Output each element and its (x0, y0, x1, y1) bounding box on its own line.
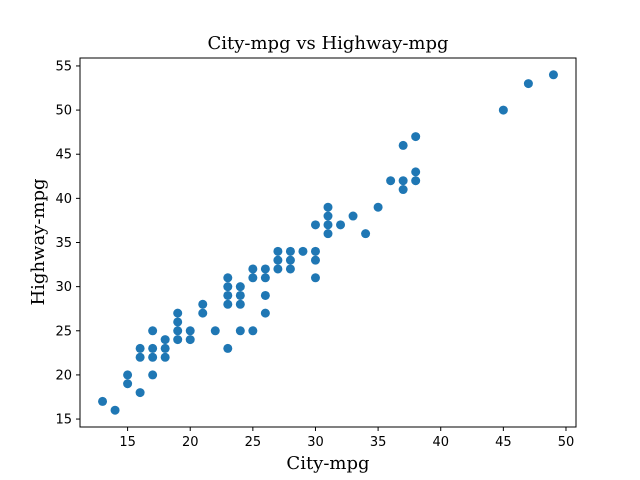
data-point-61 (398, 140, 408, 150)
y-tick-label: 20 (55, 368, 72, 383)
data-point-49 (310, 220, 320, 230)
y-axis: 15 20 25 30 35 40 45 50 55 (55, 59, 80, 428)
data-point-39 (273, 264, 283, 274)
data-point-1 (110, 405, 120, 415)
data-point-15 (173, 326, 183, 336)
data-point-31 (235, 282, 245, 292)
data-point-8 (148, 352, 158, 362)
y-tick-label: 35 (55, 236, 72, 251)
data-point-22 (210, 326, 220, 336)
x-tick-label: 35 (370, 435, 387, 450)
x-tick-label: 25 (245, 435, 262, 450)
data-point-48 (310, 246, 320, 256)
data-point-36 (260, 290, 270, 300)
data-point-58 (386, 176, 396, 186)
data-point-33 (248, 273, 258, 283)
chart-title: City-mpg vs Highway-mpg (207, 33, 448, 54)
data-point-14 (173, 335, 183, 345)
data-point-51 (323, 220, 333, 230)
data-point-19 (185, 326, 195, 336)
points-layer (98, 70, 558, 415)
y-axis-label: Highway-mpg (28, 178, 49, 305)
data-point-63 (411, 167, 421, 177)
data-point-37 (260, 273, 270, 283)
data-point-67 (548, 70, 558, 80)
data-point-32 (248, 326, 258, 336)
data-point-35 (260, 308, 270, 318)
data-point-20 (198, 308, 208, 318)
x-tick-label: 45 (495, 435, 512, 450)
y-tick-label: 25 (55, 324, 72, 339)
x-tick-label: 30 (307, 435, 324, 450)
data-point-25 (223, 290, 233, 300)
data-point-42 (285, 264, 295, 274)
data-point-26 (223, 282, 233, 292)
data-point-27 (223, 273, 233, 283)
data-point-62 (411, 176, 421, 186)
data-point-59 (398, 185, 408, 195)
data-point-17 (173, 308, 183, 318)
data-point-46 (310, 273, 320, 283)
y-tick-label: 50 (55, 104, 72, 119)
data-point-65 (498, 105, 508, 115)
data-point-5 (135, 352, 145, 362)
x-tick-label: 50 (558, 435, 575, 450)
data-point-30 (235, 290, 245, 300)
data-point-12 (160, 343, 170, 353)
y-tick-label: 45 (55, 148, 72, 163)
data-point-11 (160, 352, 170, 362)
data-point-18 (185, 335, 195, 345)
data-point-50 (323, 229, 333, 239)
data-point-53 (323, 202, 333, 212)
data-point-29 (235, 299, 245, 309)
x-tick-label: 40 (432, 435, 449, 450)
data-point-66 (523, 79, 533, 89)
data-point-44 (285, 246, 295, 256)
data-point-52 (323, 211, 333, 221)
data-point-28 (235, 326, 245, 336)
data-point-23 (223, 343, 233, 353)
x-axis: 15 20 25 30 35 40 45 50 (119, 427, 574, 450)
data-point-2 (123, 379, 133, 389)
data-point-64 (411, 132, 421, 142)
data-point-3 (123, 370, 133, 380)
data-point-47 (310, 255, 320, 265)
data-point-38 (260, 264, 270, 274)
data-point-41 (273, 246, 283, 256)
x-tick-label: 20 (182, 435, 199, 450)
y-tick-label: 15 (55, 413, 72, 428)
data-point-4 (135, 388, 145, 398)
data-point-21 (198, 299, 208, 309)
data-point-40 (273, 255, 283, 265)
data-point-16 (173, 317, 183, 327)
x-axis-label: City-mpg (286, 453, 369, 474)
data-point-9 (148, 343, 158, 353)
data-point-60 (398, 176, 408, 186)
data-point-10 (148, 326, 158, 336)
y-tick-label: 55 (55, 59, 72, 74)
data-point-45 (298, 246, 308, 256)
y-tick-label: 30 (55, 280, 72, 295)
data-point-56 (361, 229, 371, 239)
data-point-13 (160, 335, 170, 345)
data-point-55 (348, 211, 358, 221)
data-point-0 (98, 396, 108, 406)
data-point-43 (285, 255, 295, 265)
data-point-34 (248, 264, 258, 274)
x-tick-label: 15 (119, 435, 136, 450)
data-point-54 (336, 220, 346, 230)
data-point-57 (373, 202, 383, 212)
data-point-6 (135, 343, 145, 353)
data-point-7 (148, 370, 158, 380)
data-point-24 (223, 299, 233, 309)
y-tick-label: 40 (55, 192, 72, 207)
